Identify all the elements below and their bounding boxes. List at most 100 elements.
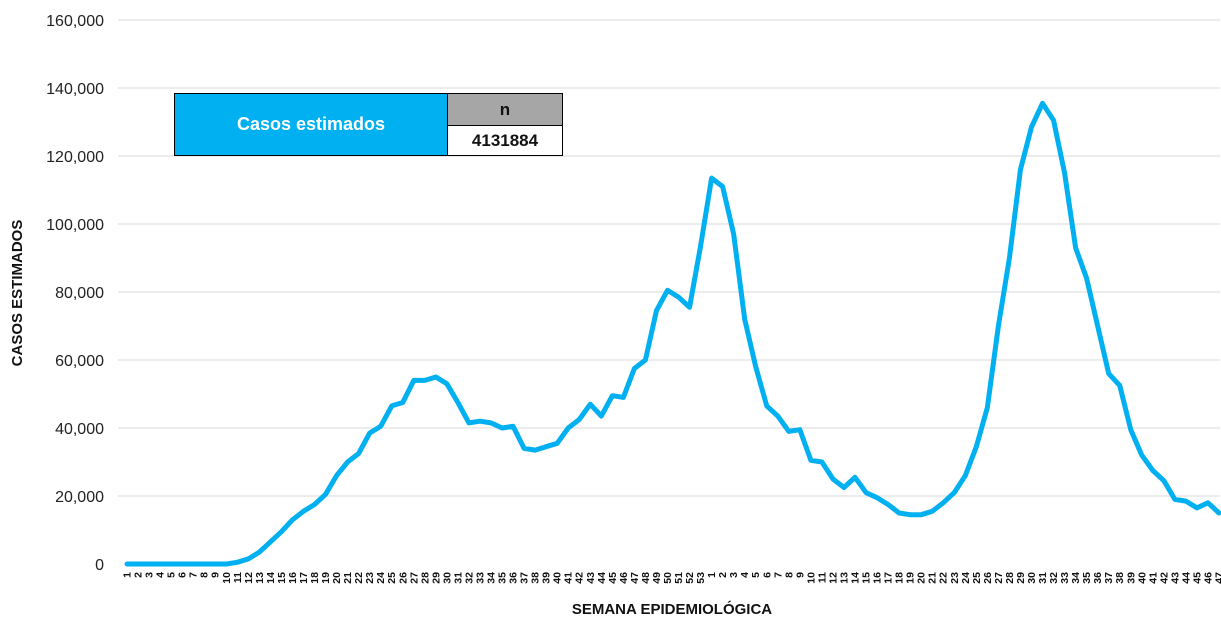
x-tick-label: 53 xyxy=(695,572,707,584)
x-tick-label: 29 xyxy=(430,572,442,584)
y-tick-label: 100,000 xyxy=(46,217,104,234)
x-tick-label: 1 xyxy=(122,572,134,578)
x-tick-label: 33 xyxy=(474,572,486,584)
x-tick-label: 26 xyxy=(397,572,409,584)
x-tick-label: 48 xyxy=(640,572,652,584)
x-tick-label: 42 xyxy=(1158,572,1170,584)
x-tick-label: 34 xyxy=(1070,572,1082,584)
x-tick-label: 14 xyxy=(265,572,277,584)
summary-table: Casos estimados n 4131884 xyxy=(174,93,563,156)
x-tick-label: 46 xyxy=(1202,572,1214,584)
y-tick-label: 140,000 xyxy=(46,81,104,98)
x-tick-labels: 1 2 3 4 5 6 7 8 9 10 11 12 13 14 15 16 17 18 19 20 21 22 23 24 2… xyxy=(122,572,1221,584)
x-tick-label: 12 xyxy=(827,572,839,584)
x-tick-label: 45 xyxy=(607,572,619,584)
y-tick-label: 40,000 xyxy=(55,421,104,438)
x-tick-label: 38 xyxy=(530,572,542,584)
x-tick-label: 8 xyxy=(199,572,211,578)
x-tick-label: 5 xyxy=(750,572,762,578)
x-tick-label: 25 xyxy=(971,572,983,584)
x-tick-label: 51 xyxy=(673,572,685,584)
x-tick-label: 41 xyxy=(563,572,575,584)
y-tick-label: 60,000 xyxy=(55,353,104,370)
x-tick-label: 21 xyxy=(927,572,939,584)
x-tick-label: 17 xyxy=(883,572,895,584)
x-tick-label: 42 xyxy=(574,572,586,584)
y-tick-labels: 0 20,000 40,000 60,000 80,000 100,000 120,000 1… xyxy=(46,13,104,574)
x-tick-label: 31 xyxy=(1037,572,1049,584)
x-tick-label: 38 xyxy=(1114,572,1126,584)
x-tick-label: 13 xyxy=(254,572,266,584)
x-tick-label: 47 xyxy=(629,572,641,584)
x-tick-label: 50 xyxy=(662,572,674,584)
x-tick-label: 18 xyxy=(309,572,321,584)
y-axis-title: CASOS ESTIMADOS xyxy=(9,220,26,367)
x-tick-label: 3 xyxy=(144,572,156,578)
x-tick-label: 26 xyxy=(982,572,994,584)
x-tick-label: 11 xyxy=(232,572,244,583)
x-tick-label: 5 xyxy=(166,572,178,578)
x-tick-label: 29 xyxy=(1015,572,1027,584)
x-tick-label: 37 xyxy=(519,572,531,584)
x-tick-label: 23 xyxy=(364,572,376,584)
x-tick-label: 32 xyxy=(463,572,475,584)
x-tick-label: 28 xyxy=(1004,572,1016,584)
x-tick-label: 24 xyxy=(375,572,387,584)
x-tick-label: 28 xyxy=(419,572,431,584)
gridlines xyxy=(118,19,1220,497)
x-tick-label: 11 xyxy=(816,572,828,583)
x-tick-label: 6 xyxy=(761,572,773,578)
x-tick-label: 24 xyxy=(960,572,972,584)
x-tick-label: 20 xyxy=(916,572,928,584)
x-tick-label: 2 xyxy=(717,572,729,578)
x-tick-label: 19 xyxy=(320,572,332,584)
x-tick-label: 45 xyxy=(1191,572,1203,584)
x-tick-label: 39 xyxy=(541,572,553,584)
x-tick-label: 9 xyxy=(794,572,806,578)
y-tick-label: 20,000 xyxy=(55,489,104,506)
y-tick-label: 0 xyxy=(95,557,104,574)
x-tick-label: 41 xyxy=(1147,572,1159,584)
x-tick-label: 36 xyxy=(1092,572,1104,584)
x-tick-label: 27 xyxy=(408,572,420,584)
x-tick-label: 47 xyxy=(1214,572,1221,584)
x-tick-label: 4 xyxy=(739,572,751,578)
x-tick-label: 16 xyxy=(872,572,884,584)
x-tick-label: 37 xyxy=(1103,572,1115,584)
x-tick-label: 22 xyxy=(938,572,950,584)
x-tick-label: 43 xyxy=(1169,572,1181,584)
x-tick-label: 10 xyxy=(805,572,817,584)
x-tick-label: 2 xyxy=(133,572,145,578)
x-tick-label: 46 xyxy=(618,572,630,584)
x-tick-label: 19 xyxy=(905,572,917,584)
x-tick-label: 30 xyxy=(441,572,453,584)
summary-right: n 4131884 xyxy=(448,94,562,155)
x-tick-label: 30 xyxy=(1026,572,1038,584)
x-tick-label: 32 xyxy=(1048,572,1060,584)
y-tick-label: 80,000 xyxy=(55,285,104,302)
x-tick-label: 9 xyxy=(210,572,222,578)
x-tick-label: 18 xyxy=(894,572,906,584)
x-tick-label: 10 xyxy=(221,572,233,584)
x-tick-label: 12 xyxy=(243,572,255,584)
x-tick-label: 15 xyxy=(276,572,288,584)
x-tick-label: 13 xyxy=(838,572,850,584)
x-axis-title: SEMANA EPIDEMIOLÓGICA xyxy=(572,600,772,618)
x-tick-label: 3 xyxy=(728,572,740,578)
x-tick-label: 16 xyxy=(287,572,299,584)
x-tick-label: 33 xyxy=(1059,572,1071,584)
x-tick-label: 40 xyxy=(1136,572,1148,584)
summary-header: n xyxy=(448,94,562,126)
x-tick-label: 39 xyxy=(1125,572,1137,584)
x-tick-label: 35 xyxy=(497,572,509,584)
x-tick-label: 7 xyxy=(772,572,784,578)
x-tick-label: 35 xyxy=(1081,572,1093,584)
x-tick-label: 15 xyxy=(861,572,873,584)
x-tick-label: 52 xyxy=(684,572,696,584)
x-tick-label: 43 xyxy=(585,572,597,584)
series-line xyxy=(124,100,1221,567)
x-tick-label: 1 xyxy=(706,572,718,578)
y-tick-label: 160,000 xyxy=(46,13,104,30)
x-tick-label: 44 xyxy=(1180,572,1192,584)
